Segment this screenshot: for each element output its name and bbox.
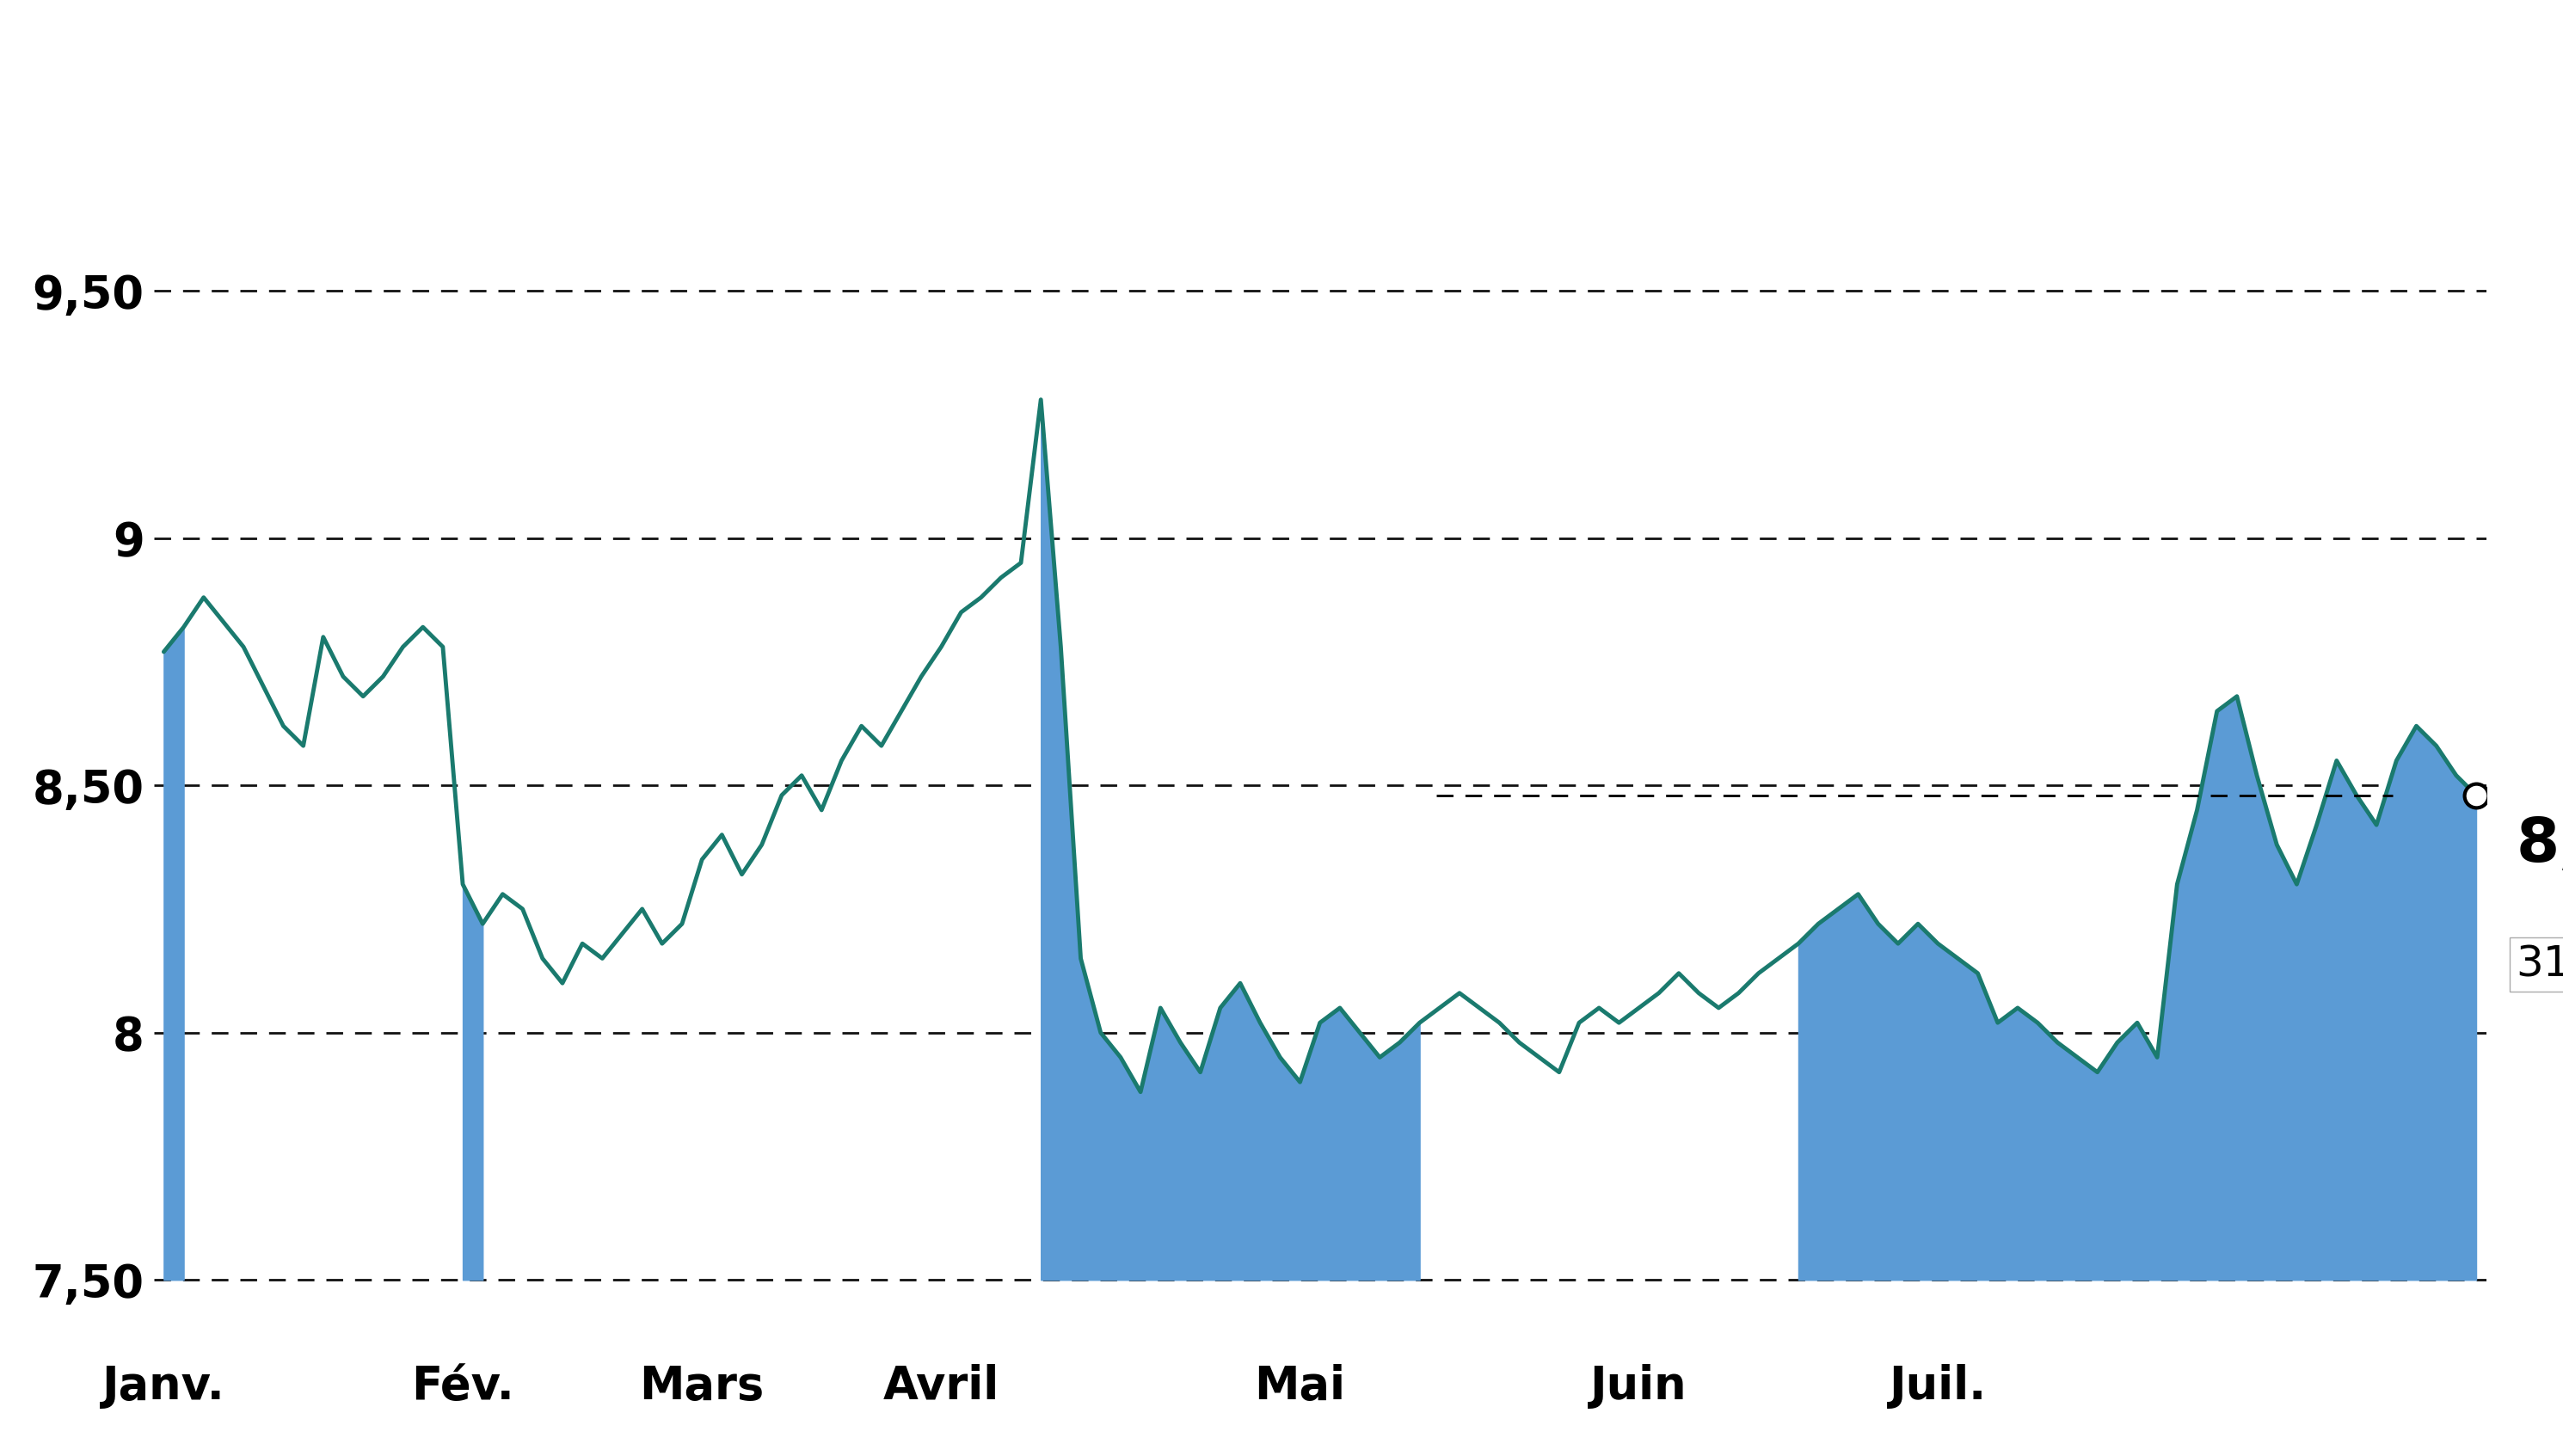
Text: Kingsway Financial Services Inc.: Kingsway Financial Services Inc. — [408, 31, 2155, 122]
Text: 8,48: 8,48 — [2517, 815, 2563, 875]
Text: 31/07: 31/07 — [2517, 943, 2563, 984]
